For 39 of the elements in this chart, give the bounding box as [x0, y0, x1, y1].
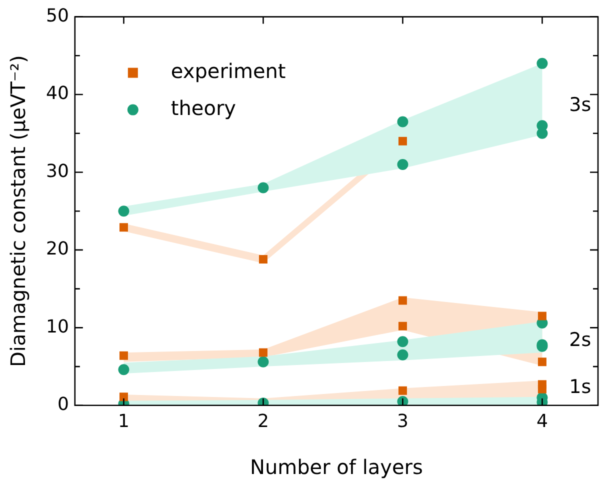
point: [119, 223, 128, 232]
y-tick-label: 50: [46, 5, 69, 26]
point: [536, 58, 548, 69]
point: [397, 349, 408, 360]
point: [118, 364, 130, 376]
point: [258, 348, 268, 357]
point: [119, 392, 128, 402]
y-tick-label: 0: [57, 394, 69, 416]
point: [118, 206, 130, 217]
x-axis-title: Number of layers: [250, 455, 423, 480]
x-tick-label: 3: [396, 410, 408, 432]
x-tick-label: 1: [118, 410, 130, 432]
annotation: 1s: [569, 376, 592, 398]
x-tick-label: 2: [257, 410, 269, 432]
annotation: 3s: [569, 94, 592, 116]
x-tick-label: 4: [536, 410, 548, 432]
point: [397, 116, 408, 128]
point: [397, 336, 408, 348]
point: [397, 396, 408, 406]
y-tick-label: 20: [46, 238, 69, 260]
point: [258, 255, 268, 264]
point: [398, 136, 407, 146]
y-tick-label: 30: [46, 160, 69, 182]
point: [538, 384, 546, 394]
point: [538, 358, 546, 366]
point: [397, 158, 408, 170]
legend-label: theory: [170, 96, 236, 120]
point: [258, 182, 269, 194]
point: [398, 386, 407, 395]
y-axis-title: Diamagnetic constant (μeVT⁻²): [6, 55, 30, 367]
y-tick-label: 40: [46, 83, 69, 104]
y-tick-label: 10: [46, 316, 69, 338]
legend-label: experiment: [170, 59, 286, 84]
point: [538, 312, 546, 320]
point: [398, 296, 407, 305]
point: [398, 322, 407, 330]
point: [258, 356, 269, 368]
point: [119, 351, 128, 360]
annotation: 2s: [569, 329, 592, 352]
